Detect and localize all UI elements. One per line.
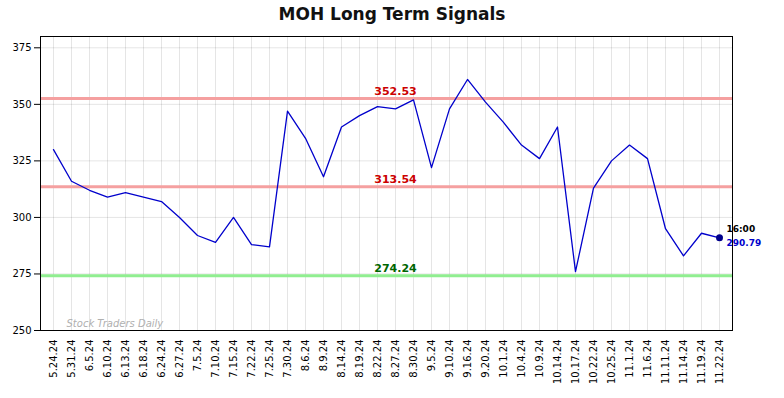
svg-text:350: 350 xyxy=(12,99,31,110)
svg-text:8.22.24: 8.22.24 xyxy=(372,340,383,378)
svg-text:290.79: 290.79 xyxy=(727,238,762,248)
svg-text:5.24.24: 5.24.24 xyxy=(48,340,59,378)
svg-text:11.19.24: 11.19.24 xyxy=(696,340,707,385)
svg-text:325: 325 xyxy=(12,155,31,166)
svg-text:8.6.24: 8.6.24 xyxy=(300,340,311,372)
svg-text:6.10.24: 6.10.24 xyxy=(102,340,113,378)
svg-text:Stock Traders Daily: Stock Traders Daily xyxy=(67,318,165,329)
svg-text:9.16.24: 9.16.24 xyxy=(462,340,473,378)
svg-text:8.30.24: 8.30.24 xyxy=(408,340,419,378)
svg-text:11.14.24: 11.14.24 xyxy=(678,340,689,385)
svg-text:7.5.24: 7.5.24 xyxy=(192,340,203,372)
svg-text:6.18.24: 6.18.24 xyxy=(138,340,149,378)
svg-text:7.25.24: 7.25.24 xyxy=(264,340,275,378)
svg-text:8.19.24: 8.19.24 xyxy=(354,340,365,378)
svg-text:10.25.24: 10.25.24 xyxy=(606,340,617,385)
svg-text:6.24.24: 6.24.24 xyxy=(156,340,167,378)
svg-text:10.22.24: 10.22.24 xyxy=(588,340,599,385)
svg-text:11.11.24: 11.11.24 xyxy=(660,340,671,385)
svg-text:11.22.24: 11.22.24 xyxy=(714,340,725,385)
svg-text:10.17.24: 10.17.24 xyxy=(570,340,581,385)
svg-text:300: 300 xyxy=(12,212,31,223)
svg-text:10.1.24: 10.1.24 xyxy=(498,340,509,378)
svg-text:10.14.24: 10.14.24 xyxy=(552,340,563,385)
svg-text:6.27.24: 6.27.24 xyxy=(174,340,185,378)
svg-text:7.30.24: 7.30.24 xyxy=(282,340,293,378)
svg-text:10.4.24: 10.4.24 xyxy=(516,340,527,378)
svg-text:10.9.24: 10.9.24 xyxy=(534,340,545,378)
svg-text:9.10.24: 9.10.24 xyxy=(444,340,455,378)
svg-text:7.10.24: 7.10.24 xyxy=(210,340,221,378)
svg-text:8.27.24: 8.27.24 xyxy=(390,340,401,378)
svg-text:375: 375 xyxy=(12,42,31,53)
svg-text:16:00: 16:00 xyxy=(727,224,756,234)
svg-text:6.13.24: 6.13.24 xyxy=(120,340,131,378)
svg-text:250: 250 xyxy=(12,325,31,336)
svg-text:5.31.24: 5.31.24 xyxy=(66,340,77,378)
html-text:MOH Long Term Signals: MOH Long Term Signals xyxy=(278,4,506,24)
svg-text:9.5.24: 9.5.24 xyxy=(426,340,437,372)
svg-text:7.15.24: 7.15.24 xyxy=(228,340,239,378)
svg-text:352.53: 352.53 xyxy=(374,85,416,98)
svg-text:274.24: 274.24 xyxy=(374,262,417,275)
svg-text:275: 275 xyxy=(12,268,31,279)
svg-text:8.14.24: 8.14.24 xyxy=(336,340,347,378)
svg-text:11.1.24: 11.1.24 xyxy=(624,340,635,378)
svg-text:11.6.24: 11.6.24 xyxy=(642,340,653,378)
svg-text:6.5.24: 6.5.24 xyxy=(84,340,95,372)
svg-text:8.9.24: 8.9.24 xyxy=(318,340,329,372)
svg-text:313.54: 313.54 xyxy=(374,173,417,186)
svg-text:9.20.24: 9.20.24 xyxy=(480,340,491,378)
svg-text:7.22.24: 7.22.24 xyxy=(246,340,257,378)
